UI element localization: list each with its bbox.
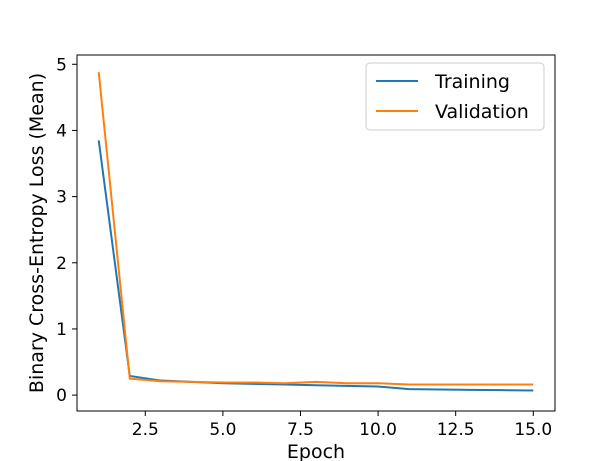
plot-frame bbox=[76, 54, 556, 412]
legend-label-validation: Validation bbox=[435, 101, 529, 123]
legend-label-training: Training bbox=[434, 71, 510, 93]
y-axis-label: Binary Cross-Entropy Loss (Mean) bbox=[26, 73, 48, 393]
x-tick-label: 5.0 bbox=[209, 420, 236, 440]
legend-box bbox=[365, 62, 545, 131]
y-tick-label: 2 bbox=[56, 254, 67, 274]
series-layer bbox=[97, 72, 534, 392]
x-tick-label: 15.0 bbox=[514, 420, 552, 440]
x-tick-label: 10.0 bbox=[359, 420, 397, 440]
x-tick-label: 7.5 bbox=[287, 420, 314, 440]
series-line-validation bbox=[97, 72, 534, 386]
y-tick-label: 3 bbox=[56, 188, 67, 208]
y-tick-label: 0 bbox=[56, 386, 67, 406]
x-tick-label: 12.5 bbox=[437, 420, 475, 440]
x-axis-label: Epoch bbox=[287, 441, 345, 461]
x-tick-label: 2.5 bbox=[132, 420, 159, 440]
legend: Training Validation bbox=[365, 62, 545, 131]
y-tick-label: 1 bbox=[56, 320, 67, 340]
y-tick-label: 5 bbox=[56, 55, 67, 75]
y-axis-ticks: 0 1 2 3 4 5 bbox=[56, 55, 77, 406]
x-axis-ticks: 2.5 5.0 7.5 10.0 12.5 15.0 bbox=[132, 411, 552, 440]
y-tick-label: 4 bbox=[56, 121, 67, 141]
